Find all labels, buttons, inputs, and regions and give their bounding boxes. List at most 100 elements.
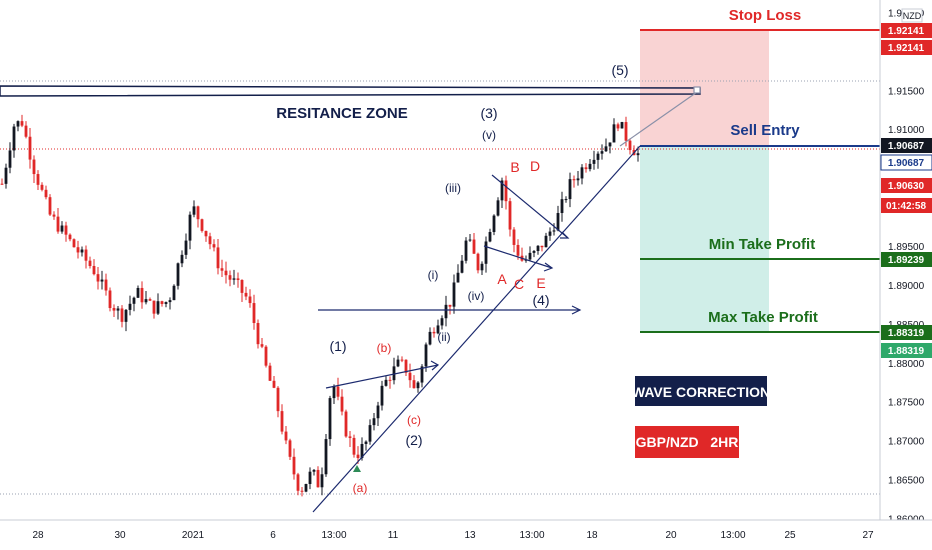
candle-down (217, 247, 220, 268)
wave-label-i: (i) (428, 268, 439, 282)
candle-up (597, 154, 600, 160)
candle-up (137, 288, 140, 298)
wave-label-c: (c) (407, 413, 421, 427)
price-tick-label: 1.91500 (888, 86, 925, 97)
wave-label-E: E (536, 275, 545, 291)
sell-entry-price-text-2: 1.90687 (888, 158, 925, 169)
currency-label: NZD (903, 11, 922, 21)
candle-up (529, 253, 532, 260)
candle-down (517, 245, 520, 256)
candle-down (261, 344, 264, 347)
candle-down (141, 288, 144, 302)
candle-up (333, 387, 336, 399)
candle-up (561, 199, 564, 213)
price-tick-label: 1.89500 (888, 242, 925, 253)
wave-label-D: D (530, 158, 540, 174)
candle-down (293, 457, 296, 475)
candle-up (381, 386, 384, 406)
candle-down (257, 323, 260, 344)
sell-entry-price-text-1: 1.90687 (888, 141, 925, 152)
candle-down (25, 126, 28, 137)
candle-down (229, 275, 232, 280)
candle-down (73, 239, 76, 247)
candle-up (129, 304, 132, 310)
last-price-text: 1.90630 (888, 181, 925, 192)
candle-up (313, 470, 316, 472)
resistance-zone-label: RESITANCE ZONE (276, 105, 407, 122)
candle-down (93, 266, 96, 274)
candle-down (281, 411, 284, 431)
candle-up (425, 344, 428, 366)
candle-up (133, 298, 136, 304)
wave-label-b: (b) (377, 341, 392, 355)
wave-label-a: (a) (353, 481, 368, 495)
candle-down (213, 244, 216, 247)
price-tick-label: 1.87000 (888, 437, 925, 448)
candle-down (1, 184, 4, 185)
candle-down (113, 308, 116, 311)
max-tp-price-text-2: 1.88319 (888, 346, 925, 357)
candle-down (149, 299, 152, 301)
wave-label-B: B (510, 159, 519, 175)
candle-down (277, 388, 280, 411)
candle-down (89, 261, 92, 266)
candle-up (589, 164, 592, 169)
candle-up (325, 439, 328, 474)
candle-up (445, 305, 448, 318)
candle-up (321, 474, 324, 487)
candle-up (61, 226, 64, 232)
candle-down (449, 305, 452, 307)
wave-label-v: (v) (482, 128, 496, 142)
wave-label-1: (1) (329, 338, 346, 354)
max-take-profit-label: Max Take Profit (708, 309, 818, 326)
candle-down (345, 412, 348, 437)
candle-down (65, 226, 68, 235)
candle-down (573, 179, 576, 180)
candle-down (109, 291, 112, 309)
time-tick-label: 6 (270, 530, 276, 541)
candle-up (177, 263, 180, 285)
candle-up (157, 301, 160, 313)
candle-up (165, 302, 168, 304)
candle-up (125, 310, 128, 322)
candle-down (209, 236, 212, 244)
candle-down (49, 197, 52, 214)
candle-down (409, 373, 412, 380)
time-tick-label: 2021 (182, 530, 205, 541)
candle-up (189, 215, 192, 241)
candle-up (9, 150, 12, 167)
candle-down (205, 231, 208, 236)
candle-down (617, 124, 620, 128)
candle-up (17, 121, 20, 126)
candle-up (373, 418, 376, 425)
candle-up (233, 278, 236, 279)
time-tick-label: 13 (464, 530, 476, 541)
candle-down (353, 438, 356, 455)
candle-up (545, 236, 548, 247)
wave-label-iv: (iv) (468, 289, 485, 303)
candle-up (173, 286, 176, 300)
candle-down (349, 436, 352, 438)
wave-label-ii: (ii) (437, 330, 450, 344)
price-tick-label: 1.87500 (888, 398, 925, 409)
stop-loss-price-text-2: 1.92141 (888, 43, 925, 54)
candle-down (29, 137, 32, 160)
candle-down (297, 474, 300, 490)
candle-up (605, 146, 608, 151)
price-tick-label: 1.88000 (888, 359, 925, 370)
candle-up (385, 380, 388, 386)
candle-down (337, 387, 340, 397)
candle-up (181, 255, 184, 263)
candle-up (577, 178, 580, 180)
wave-label-3: (3) (480, 105, 497, 121)
candle-up (549, 232, 552, 236)
candle-down (85, 250, 88, 261)
candle-down (541, 246, 544, 247)
projection-handle (694, 87, 700, 93)
candle-down (401, 360, 404, 361)
candle-up (457, 273, 460, 283)
candle-up (489, 232, 492, 241)
candle-down (477, 254, 480, 271)
candle-up (397, 360, 400, 367)
